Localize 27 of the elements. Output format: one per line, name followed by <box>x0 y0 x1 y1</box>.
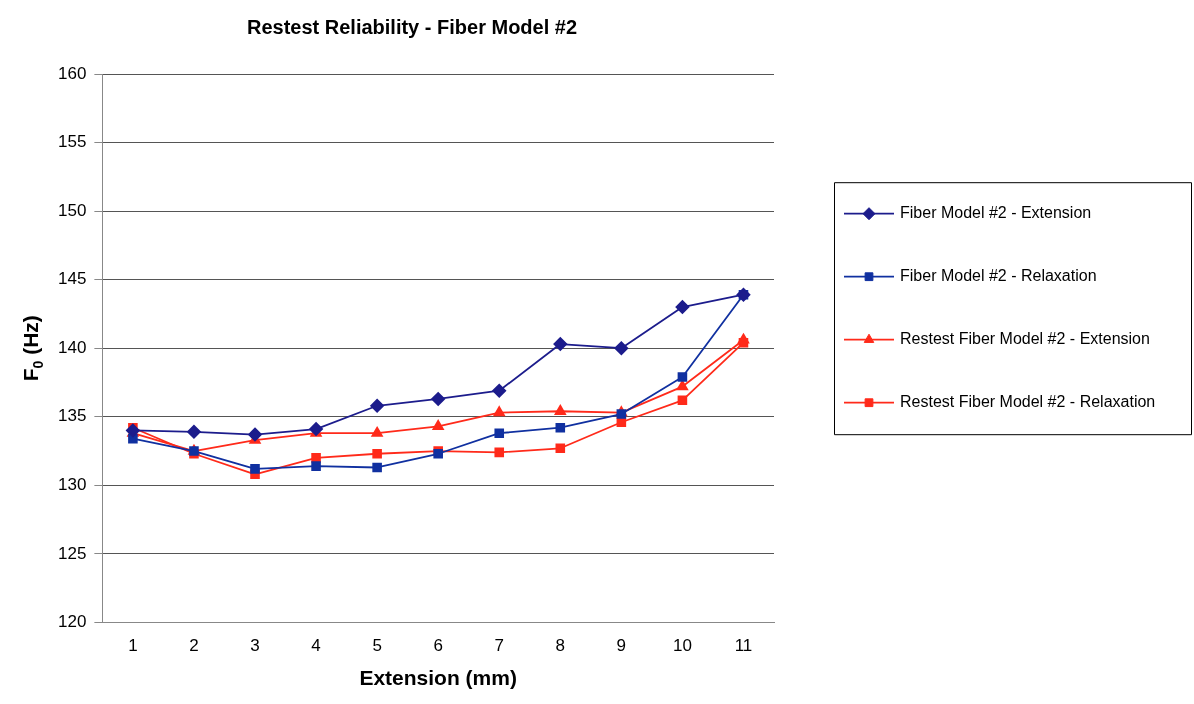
x-tick-label: 8 <box>555 636 566 656</box>
y-tick-label: 125 <box>57 543 87 563</box>
chart-title: Restest Reliability - Fiber Model #2 <box>246 15 578 38</box>
legend-label: Restest Fiber Model #2 - Extension <box>900 330 1150 348</box>
y-tick-label: 135 <box>57 406 87 426</box>
legend-label: Fiber Model #2 - Relaxation <box>900 267 1097 285</box>
x-tick-label: 1 <box>128 636 138 656</box>
x-tick-label: 5 <box>372 636 382 656</box>
y-tick-label: 145 <box>57 269 87 289</box>
x-tick-label: 11 <box>734 636 753 656</box>
x-tick-label: 6 <box>433 636 443 656</box>
y-tick-label: 150 <box>57 200 87 220</box>
y-tick-label: 120 <box>57 612 87 632</box>
y-axis-title: F0 (Hz) <box>19 315 46 382</box>
x-axis-title: Extension (mm) <box>359 666 517 690</box>
x-tick-label: 9 <box>616 636 627 656</box>
x-tick-label: 4 <box>311 636 321 656</box>
y-tick-label: 155 <box>57 132 87 152</box>
legend-label: Fiber Model #2 - Extension <box>900 204 1092 222</box>
x-tick-label: 2 <box>189 636 199 656</box>
x-tick-label: 10 <box>672 636 692 656</box>
x-tick-label: 7 <box>494 636 504 656</box>
y-tick-label: 140 <box>57 337 87 357</box>
y-tick-label: 160 <box>57 63 87 83</box>
y-tick-label: 130 <box>57 474 87 494</box>
legend-label: Restest Fiber Model #2 - Relaxation <box>900 393 1156 411</box>
x-tick-label: 3 <box>250 636 260 656</box>
